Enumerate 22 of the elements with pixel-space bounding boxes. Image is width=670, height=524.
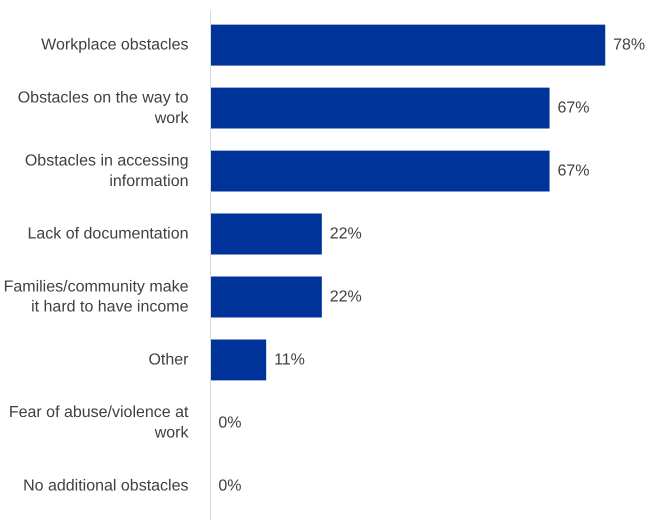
- data-label: 11%: [274, 351, 305, 368]
- data-label: 0%: [218, 414, 242, 432]
- data-label: 22%: [330, 288, 362, 306]
- y-tick-label: No additional obstacles: [23, 477, 188, 494]
- y-tick-label: Families/community make it hard to have income: [4, 278, 189, 316]
- bar: [210, 24, 606, 66]
- y-tick-label: Workplace obstacles: [41, 36, 188, 54]
- y-tick-label: Obstacles on the way to work: [18, 89, 190, 127]
- y-tick-label: Lack of documentation: [28, 226, 189, 243]
- data-label: 0%: [218, 477, 242, 494]
- data-label: 78%: [613, 36, 646, 54]
- bar: [210, 276, 322, 318]
- bar: [210, 88, 550, 129]
- bar: [210, 339, 266, 380]
- y-tick-label: Obstacles in accessing information: [24, 152, 189, 190]
- data-label: 67%: [557, 162, 590, 180]
- data-label: 22%: [330, 226, 362, 243]
- y-tick-label: Fear of abuse/violence at work: [8, 404, 190, 442]
- bar: [210, 150, 550, 192]
- data-label: 67%: [557, 100, 590, 117]
- bar: [210, 214, 322, 254]
- y-tick-label: Other: [148, 351, 190, 368]
